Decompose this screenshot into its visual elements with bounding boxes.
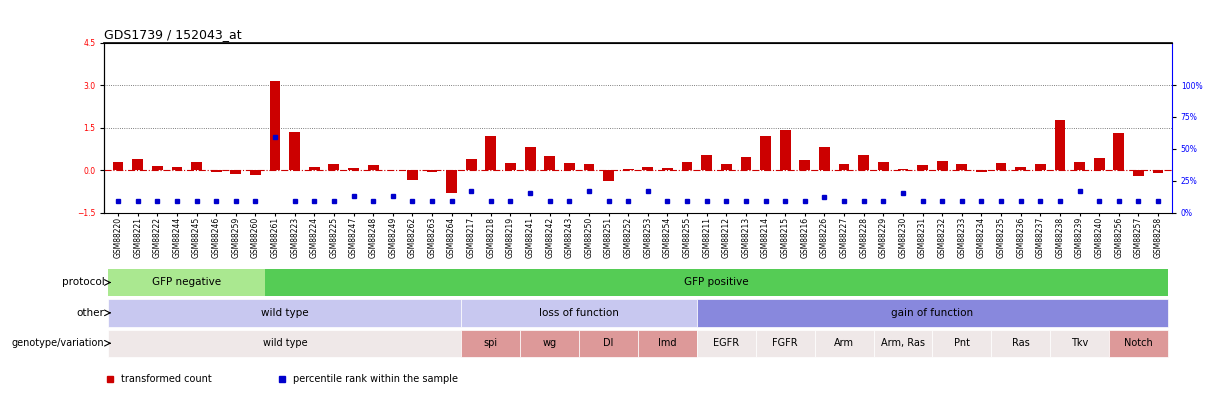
Bar	[898, 168, 908, 170]
Text: Tkv: Tkv	[1071, 338, 1088, 348]
Bar	[702, 154, 712, 170]
Bar	[1034, 164, 1045, 170]
Bar	[447, 170, 456, 193]
Bar	[820, 147, 829, 170]
Bar	[995, 163, 1006, 170]
Text: Dl: Dl	[604, 338, 614, 348]
Bar	[108, 299, 461, 326]
Bar	[486, 136, 496, 170]
Bar	[936, 161, 947, 170]
Bar	[780, 130, 790, 170]
Bar	[329, 164, 340, 170]
Bar	[1015, 167, 1026, 170]
Text: GFP negative: GFP negative	[152, 277, 221, 288]
Bar	[584, 164, 594, 170]
Text: wild type: wild type	[263, 338, 307, 348]
Bar	[697, 299, 1168, 326]
Text: Ras: Ras	[1012, 338, 1029, 348]
Bar	[839, 164, 849, 170]
Bar	[466, 159, 476, 170]
Bar	[1050, 330, 1109, 357]
Bar	[461, 299, 697, 326]
Bar	[231, 170, 242, 173]
Bar	[859, 154, 869, 170]
Bar	[761, 136, 771, 170]
Bar	[579, 330, 638, 357]
Text: other: other	[76, 308, 104, 318]
Bar	[623, 168, 633, 170]
Bar	[756, 330, 815, 357]
Text: protocol: protocol	[61, 277, 104, 288]
Bar	[525, 147, 535, 170]
Text: transformed count: transformed count	[121, 374, 212, 384]
Text: gain of function: gain of function	[891, 308, 973, 318]
Bar	[1074, 162, 1085, 170]
Bar	[956, 164, 967, 170]
Bar	[933, 330, 991, 357]
Bar	[564, 163, 574, 170]
Text: Arm, Ras: Arm, Ras	[881, 338, 925, 348]
Bar	[191, 162, 202, 170]
Bar	[697, 330, 756, 357]
Text: Pnt: Pnt	[953, 338, 969, 348]
Bar	[917, 165, 928, 170]
Bar	[879, 162, 888, 170]
Bar	[663, 168, 672, 170]
Bar	[427, 170, 437, 172]
Text: Arm: Arm	[834, 338, 854, 348]
Bar	[682, 162, 692, 170]
Text: genotype/variation: genotype/variation	[12, 338, 104, 348]
Bar	[461, 330, 520, 357]
Bar	[108, 330, 461, 357]
Bar	[800, 160, 810, 170]
Text: EGFR: EGFR	[713, 338, 740, 348]
Bar	[309, 167, 320, 170]
Bar	[348, 168, 360, 170]
Text: wg: wg	[542, 338, 557, 348]
Text: GFP positive: GFP positive	[685, 277, 748, 288]
Bar	[265, 269, 1168, 296]
Bar	[815, 330, 874, 357]
Bar	[108, 269, 265, 296]
Text: Notch: Notch	[1124, 338, 1153, 348]
Bar	[643, 167, 653, 170]
Text: GDS1739 / 152043_at: GDS1739 / 152043_at	[104, 28, 242, 41]
Bar	[1113, 133, 1124, 170]
Bar	[113, 162, 124, 170]
Bar	[290, 132, 301, 170]
Bar	[545, 156, 555, 170]
Bar	[604, 170, 614, 181]
Bar	[520, 330, 579, 357]
Bar	[506, 163, 515, 170]
Bar	[721, 164, 731, 170]
Bar	[172, 167, 183, 170]
Bar	[638, 330, 697, 357]
Bar	[1093, 158, 1104, 170]
Bar	[991, 330, 1050, 357]
Text: Imd: Imd	[658, 338, 677, 348]
Bar	[152, 166, 163, 170]
Bar	[250, 170, 261, 175]
Text: FGFR: FGFR	[773, 338, 798, 348]
Text: loss of function: loss of function	[539, 308, 620, 318]
Bar	[407, 170, 417, 180]
Bar	[211, 170, 222, 173]
Bar	[368, 165, 378, 170]
Bar	[975, 170, 987, 173]
Text: wild type: wild type	[261, 308, 309, 318]
Bar	[741, 158, 751, 170]
Bar	[270, 81, 281, 170]
Bar	[133, 159, 144, 170]
Bar	[1109, 330, 1168, 357]
Text: spi: spi	[483, 338, 498, 348]
Bar	[1133, 170, 1144, 176]
Bar	[874, 330, 933, 357]
Bar	[1152, 170, 1163, 173]
Bar	[1054, 121, 1065, 170]
Text: percentile rank within the sample: percentile rank within the sample	[293, 374, 458, 384]
